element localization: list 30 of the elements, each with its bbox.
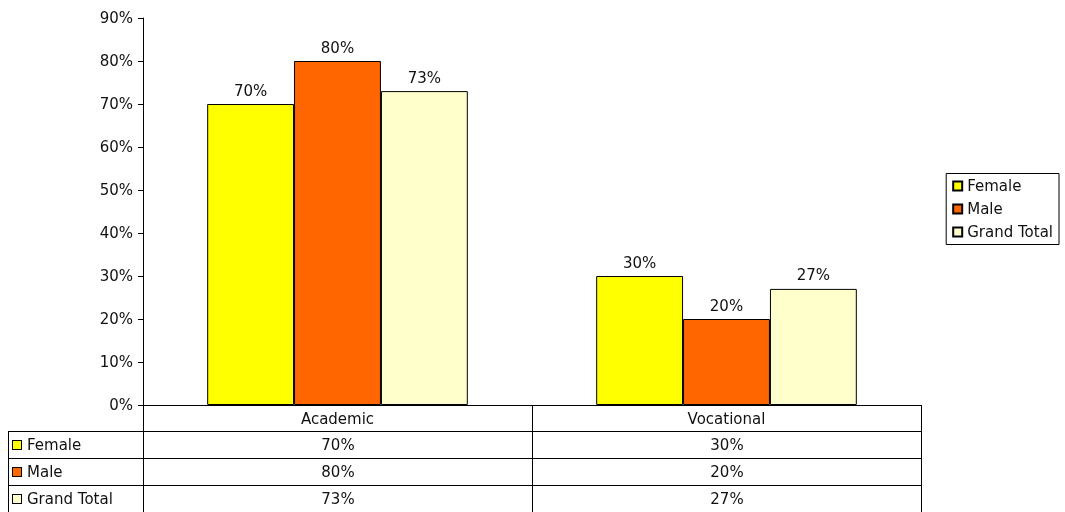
y-tick-label: 0% <box>109 396 133 414</box>
data-label: 73% <box>143 485 533 512</box>
text: Female <box>967 177 1022 195</box>
text: Male <box>27 463 63 481</box>
data-label: 30% <box>532 431 922 459</box>
y-tick-label: 30% <box>99 267 133 285</box>
y-tick-label: 10% <box>99 353 133 371</box>
legend-label: Grand Total <box>967 223 1053 241</box>
text: 80% <box>320 38 355 57</box>
text: Grand Total <box>27 490 113 508</box>
y-tick-label: 40% <box>99 224 133 242</box>
y-tick-label: 90% <box>99 9 133 27</box>
y-tick-label: 60% <box>99 138 133 156</box>
text: 70% <box>233 81 268 100</box>
data-label: 27% <box>532 485 922 512</box>
data-label: 70% <box>143 431 533 459</box>
y-tick-label: 20% <box>99 310 133 328</box>
text: 30% <box>622 253 657 272</box>
y-tick-label: 80% <box>99 52 133 70</box>
text: 73% <box>407 68 442 87</box>
text: 27% <box>796 266 831 285</box>
x-tick-label: Academic <box>300 409 375 428</box>
y-tick-label: 50% <box>99 181 133 199</box>
data-label: 80% <box>143 458 533 486</box>
x-tick-label: Vocational <box>687 409 766 428</box>
legend-label: Male <box>967 200 1003 218</box>
y-tick-label: 70% <box>99 95 133 113</box>
legend-label: Female <box>8 431 144 459</box>
data-label: 20% <box>532 458 922 486</box>
text: 20% <box>709 296 744 315</box>
